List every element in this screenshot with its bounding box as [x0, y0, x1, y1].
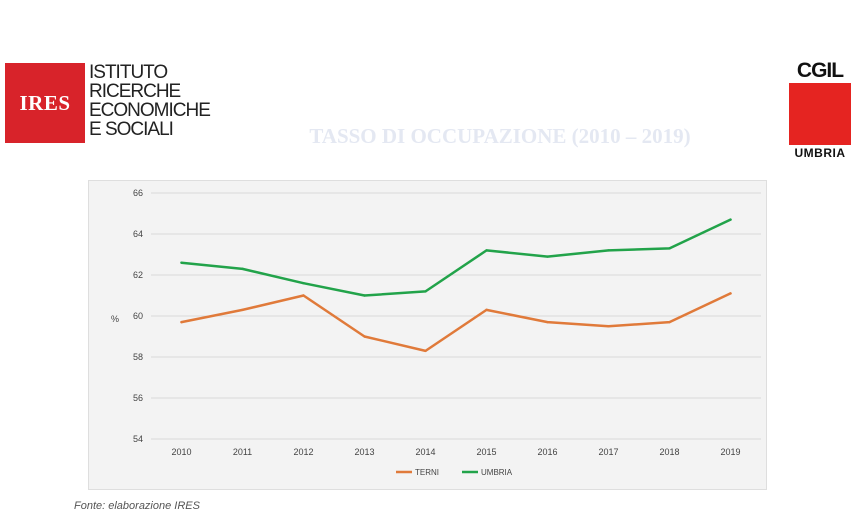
data-point-umbria	[607, 249, 610, 252]
data-point-terni	[607, 325, 610, 328]
data-point-terni	[241, 308, 244, 312]
data-point-terni	[302, 294, 305, 297]
x-tick-label: 2016	[537, 447, 557, 457]
data-point-terni	[729, 292, 732, 295]
y-tick-label: 64	[133, 229, 143, 239]
data-point-umbria	[424, 290, 427, 293]
y-tick-label: 54	[133, 434, 143, 444]
data-point-terni	[485, 308, 488, 312]
chart-frame: 54 56 58 60 62 64 66% 2010 2011 2012 2013 2014 2015 2…	[88, 180, 767, 490]
cgil-logo-bottom-text: UMBRIA	[794, 146, 846, 160]
x-tick-label: 2018	[659, 447, 679, 457]
page-title: TASSO DI OCCUPAZIONE (2010 – 2019)	[309, 124, 691, 148]
series-line-terni	[180, 292, 732, 353]
ires-logo-line: ISTITUTO	[89, 62, 168, 83]
y-tick-label: 62	[133, 270, 143, 280]
data-point-terni	[424, 349, 427, 353]
cgil-logo-mark	[789, 83, 851, 145]
data-point-umbria	[363, 294, 366, 297]
x-tick-label: 2011	[233, 447, 252, 457]
x-tick-label: 2014	[415, 447, 435, 457]
data-point-umbria	[241, 267, 244, 271]
data-point-umbria	[668, 247, 671, 250]
x-tick-label: 2015	[476, 447, 496, 457]
data-point-umbria	[180, 261, 183, 264]
legend-label: TERNI	[415, 468, 439, 477]
y-tick-label: 56	[133, 393, 143, 403]
legend-label: UMBRIA	[481, 468, 513, 477]
ires-logo-line: RICERCHE	[89, 81, 181, 102]
y-tick-label: 58	[133, 352, 143, 362]
data-point-umbria	[485, 249, 488, 252]
data-point-terni	[363, 335, 366, 338]
data-point-umbria	[546, 255, 549, 258]
x-tick-label: 2012	[293, 447, 313, 457]
source-note: Fonte: elaborazione IRES	[74, 500, 200, 512]
x-tick-label: 2010	[171, 447, 191, 457]
ires-logo-line: E SOCIALI	[89, 119, 174, 140]
x-tick-label: 2017	[598, 447, 618, 457]
line-chart: 54 56 58 60 62 64 66% 2010 2011 2012 2013 2014 2015 2…	[111, 188, 761, 477]
x-tick-label: 2019	[720, 447, 740, 457]
y-axis-label: %	[111, 314, 119, 324]
cgil-logo: CGIL UMBRIA	[787, 60, 853, 160]
data-point-umbria	[302, 282, 305, 285]
data-point-terni	[546, 320, 549, 324]
y-tick-label: 60	[133, 311, 143, 321]
ires-logo-text: ISTITUTO RICERCHE ECONOMICHE E SOCIALI	[89, 63, 219, 139]
x-tick-label: 2013	[354, 447, 374, 457]
ires-logo-line: ECONOMICHE	[89, 100, 211, 121]
data-point-terni	[668, 320, 671, 324]
y-tick-label: 66	[133, 188, 143, 198]
ires-logo-mark: IRES	[5, 63, 85, 143]
data-point-terni	[180, 320, 183, 324]
ires-logo-mark-text: IRES	[19, 90, 71, 115]
series-line-umbria	[180, 218, 732, 297]
ires-logo: IRES ISTITUTO RICERCHE ECONOMICHE E SOCI…	[5, 63, 215, 145]
data-point-umbria	[729, 218, 732, 221]
cgil-logo-top-text: CGIL	[796, 59, 844, 82]
